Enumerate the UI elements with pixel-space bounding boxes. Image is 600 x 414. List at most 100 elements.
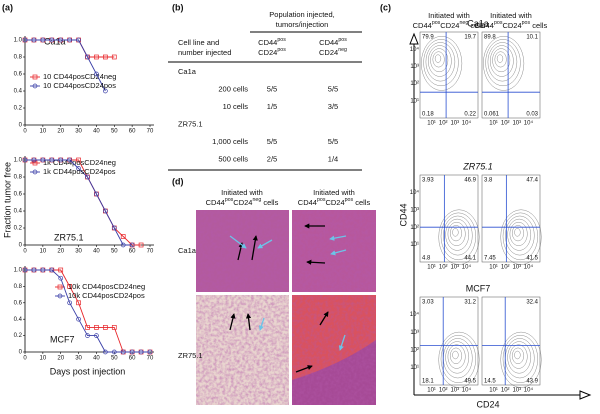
x-tick-label: 10² [501, 265, 510, 271]
x-tick-label: 10² [439, 388, 448, 394]
marker [138, 349, 144, 355]
quadrant-percent: 3.93 [422, 178, 434, 184]
x-tick-label: 10² [501, 121, 510, 127]
chart-title: Ca1a [44, 36, 66, 46]
marker [94, 54, 99, 60]
marker [120, 349, 126, 355]
text-part: pos [432, 20, 441, 26]
column-header: CD44posCD24pos cells [298, 197, 371, 207]
contour [432, 51, 445, 68]
quadrant-percent: 31.2 [464, 300, 476, 306]
row-label: Ca1a [178, 246, 197, 255]
x-tick-label: 10¹ [427, 121, 436, 127]
y-tick-label: 10¹ [410, 242, 419, 248]
quadrant-percent: 49.5 [464, 379, 476, 385]
x-tick-label: 0 [23, 356, 27, 362]
contour [500, 209, 542, 265]
cell: 5/5 [267, 137, 277, 146]
series-line [25, 269, 150, 353]
legend-marker [57, 284, 63, 290]
flow-plot [419, 31, 479, 119]
contour [494, 51, 507, 68]
text-part: cells [353, 198, 370, 207]
y-tick-label: 0.6 [14, 300, 23, 306]
quadrant-percent: 0.18 [422, 112, 434, 118]
x-tick-label: 10⁴ [524, 120, 534, 127]
legend-label: 10k CD44posCD24neg [68, 282, 145, 291]
marker [67, 284, 72, 289]
y-tick-label: 0.2 [14, 333, 23, 339]
row-label: MCF7 [466, 283, 491, 293]
marker [67, 157, 72, 163]
text-part: cells [468, 21, 485, 30]
text-part: pos [317, 197, 326, 203]
tissue-texture [292, 210, 376, 292]
quadrant-percent: 7.45 [484, 256, 496, 262]
contour [490, 45, 514, 77]
text-part: neg [338, 47, 347, 53]
y-tick-label: 10¹ [410, 98, 419, 104]
x-tick-label: 50 [111, 356, 118, 362]
x-tick-label: 10² [501, 388, 510, 394]
row-group: Ca1a [178, 67, 197, 76]
text-part: pos [522, 20, 531, 26]
contour [430, 48, 449, 72]
text-part: neg [459, 20, 468, 26]
marker [40, 157, 46, 163]
arrow [319, 311, 329, 326]
series-line [25, 159, 133, 246]
x-tick-label: 70 [147, 356, 154, 362]
x-tick-label: 40 [93, 356, 100, 362]
contour [509, 344, 528, 369]
column-header: Initiated with [221, 188, 263, 197]
marker [129, 349, 135, 355]
x-tick-label: 40 [93, 129, 100, 135]
column-header: Initiated with [490, 11, 532, 20]
contour [440, 212, 476, 261]
flow-plot [419, 174, 479, 263]
x-tick-label: 0 [23, 249, 27, 255]
contour [445, 218, 469, 251]
contour [421, 36, 463, 91]
marker [94, 71, 99, 77]
marker [40, 37, 46, 43]
marker [94, 191, 99, 197]
flow-axes [409, 32, 592, 400]
contour [423, 39, 459, 86]
x-tick-label: 10 [40, 129, 47, 135]
marker [76, 37, 81, 43]
y-tick-label: 0.2 [14, 226, 23, 232]
x-tick-label: 70 [147, 129, 154, 135]
marker [49, 157, 55, 163]
chart-title: MCF7 [50, 334, 75, 344]
column-header: CD44posCD24neg cells [206, 197, 279, 207]
arrow [258, 317, 265, 331]
flow-plot [419, 296, 479, 386]
x-tick-label: 30 [75, 129, 82, 135]
chart-title: ZR75.1 [54, 232, 84, 242]
row-label: 200 cells [218, 84, 248, 93]
y-tick-label: 10³ [410, 207, 419, 213]
contour [450, 347, 462, 364]
x-tick-label: 30 [75, 249, 82, 255]
table-header: Population injected, [269, 10, 334, 19]
tissue-texture [196, 210, 289, 292]
marker [31, 157, 37, 163]
x-tick-label: 0 [23, 129, 27, 135]
x-tick-label: 10¹ [427, 388, 436, 394]
x-tick-label: 10⁴ [524, 264, 534, 271]
legend-marker [32, 74, 38, 80]
panel-label: (d) [172, 176, 184, 186]
panel-label: (a) [2, 2, 13, 12]
row-group: ZR75.1 [178, 119, 203, 128]
row-label: ZR75.1 [462, 161, 493, 171]
contour [447, 344, 466, 369]
text-part: CD44 [475, 21, 494, 30]
y-tick-label: 1.0 [14, 268, 23, 274]
x-tick-label: 20 [57, 249, 64, 255]
cell: 2/5 [267, 154, 277, 163]
marker [111, 325, 117, 330]
marker [103, 325, 108, 330]
y-tick-label: 1.0 [14, 158, 23, 164]
y-tick-label: 0.2 [14, 106, 23, 112]
